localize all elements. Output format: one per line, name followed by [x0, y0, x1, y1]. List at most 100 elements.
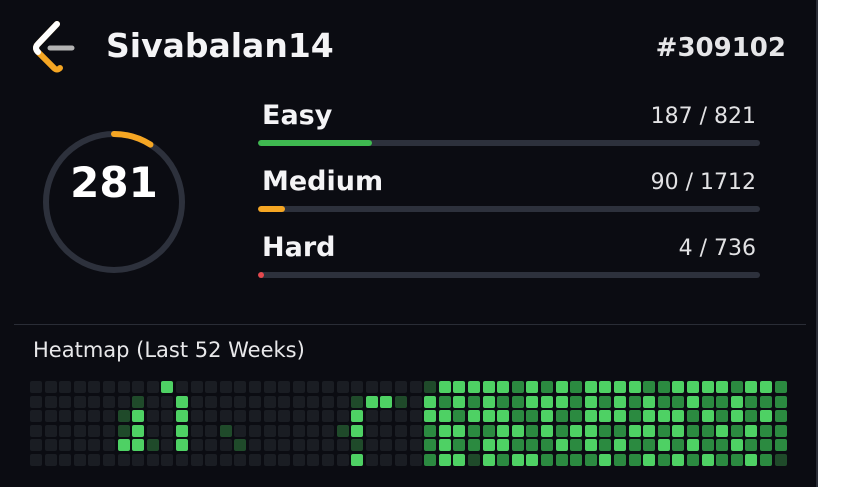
- heatmap-cell: [687, 454, 699, 466]
- heatmap-cell: [351, 381, 364, 393]
- stat-label: Easy: [262, 100, 333, 131]
- heatmap-cell: [526, 410, 539, 423]
- heatmap-cell: [249, 395, 261, 408]
- heatmap-cell: [628, 381, 641, 393]
- heatmap-cell: [44, 454, 57, 466]
- heatmap-cell: [614, 395, 626, 408]
- heatmap-cell: [88, 424, 101, 437]
- heatmap-cell: [365, 410, 378, 423]
- heatmap-cell: [482, 381, 495, 393]
- heatmap-cell: [453, 454, 466, 466]
- heatmap-cell: [176, 410, 188, 423]
- heatmap-cell: [599, 454, 612, 466]
- heatmap-cell: [307, 395, 320, 408]
- heatmap-cell: [687, 395, 699, 408]
- heatmap-cell: [716, 424, 729, 437]
- heatmap-cell: [380, 395, 393, 408]
- heatmap-cell: [307, 454, 320, 466]
- heatmap-cell: [263, 424, 276, 437]
- heatmap-cell: [30, 439, 42, 452]
- heatmap-cell: [555, 424, 568, 437]
- heatmap-cell: [614, 424, 626, 437]
- heatmap-cell: [438, 381, 451, 393]
- heatmap-cell: [336, 381, 349, 393]
- heatmap-cell: [468, 395, 480, 408]
- heatmap-cell: [176, 395, 188, 408]
- heatmap-cell: [730, 439, 743, 452]
- heatmap-title: Heatmap (Last 52 Weeks): [33, 338, 305, 362]
- heatmap-cell: [541, 439, 553, 452]
- heatmap-cell: [292, 424, 305, 437]
- heatmap-cell: [643, 424, 656, 437]
- heatmap-cell: [526, 381, 539, 393]
- progress-fill-easy: [258, 140, 373, 146]
- heatmap-cell: [716, 381, 729, 393]
- heatmap-cell: [438, 410, 451, 423]
- heatmap-cell: [292, 395, 305, 408]
- heatmap-cell: [278, 424, 291, 437]
- heatmap-cell: [249, 454, 261, 466]
- heatmap-cell: [599, 395, 612, 408]
- heatmap-cell: [599, 424, 612, 437]
- stat-count: 90 / 1712: [650, 170, 756, 195]
- heatmap-cell: [278, 395, 291, 408]
- heatmap-cell: [716, 439, 729, 452]
- heatmap-cell: [555, 454, 568, 466]
- heatmap-cell: [424, 454, 437, 466]
- heatmap-cell: [365, 439, 378, 452]
- heatmap-cell: [672, 454, 685, 466]
- heatmap-cell: [643, 454, 656, 466]
- heatmap-cell: [117, 395, 130, 408]
- heatmap-cell: [438, 395, 451, 408]
- heatmap-cell: [482, 454, 495, 466]
- heatmap-cell: [307, 410, 320, 423]
- heatmap-cell: [59, 424, 72, 437]
- heatmap-cell: [292, 410, 305, 423]
- heatmap-cell: [322, 395, 334, 408]
- heatmap-cell: [511, 395, 524, 408]
- heatmap-cell: [59, 395, 72, 408]
- heatmap-cell: [30, 381, 42, 393]
- heatmap-cell: [511, 410, 524, 423]
- heatmap-cell: [526, 439, 539, 452]
- heatmap-cell: [88, 410, 101, 423]
- heatmap-cell: [234, 454, 247, 466]
- heatmap-cell: [424, 424, 437, 437]
- divider: [14, 324, 806, 325]
- stat-label: Hard: [262, 232, 336, 263]
- heatmap-cell: [132, 424, 145, 437]
- heatmap-cell: [117, 424, 130, 437]
- heatmap-cell: [190, 410, 203, 423]
- heatmap-cell: [687, 381, 699, 393]
- heatmap-cell: [584, 381, 597, 393]
- heatmap-cell: [205, 381, 218, 393]
- heatmap-cell: [541, 424, 553, 437]
- heatmap-cell: [716, 454, 729, 466]
- heatmap-cell: [234, 410, 247, 423]
- heatmap-cell: [219, 395, 232, 408]
- heatmap-cell: [395, 410, 407, 423]
- heatmap-cell: [599, 439, 612, 452]
- heatmap-cell: [219, 381, 232, 393]
- heatmap-cell: [482, 410, 495, 423]
- heatmap-cell: [672, 395, 685, 408]
- heatmap-cell: [584, 424, 597, 437]
- heatmap-cell: [30, 424, 42, 437]
- heatmap-cell: [584, 395, 597, 408]
- stat-easy: Easy 187 / 821: [258, 100, 760, 150]
- heatmap-cell: [526, 424, 539, 437]
- heatmap-cell: [701, 454, 714, 466]
- heatmap-cell: [336, 454, 349, 466]
- heatmap-cell: [424, 395, 437, 408]
- heatmap-cell: [336, 439, 349, 452]
- heatmap-cell: [59, 410, 72, 423]
- heatmap-cell: [117, 454, 130, 466]
- heatmap-cell: [555, 395, 568, 408]
- heatmap-cell: [73, 424, 86, 437]
- heatmap-cell: [497, 381, 510, 393]
- heatmap-cell: [730, 410, 743, 423]
- heatmap-cell: [657, 395, 670, 408]
- heatmap-cell: [672, 439, 685, 452]
- heatmap-cell: [497, 439, 510, 452]
- heatmap-cell: [146, 439, 159, 452]
